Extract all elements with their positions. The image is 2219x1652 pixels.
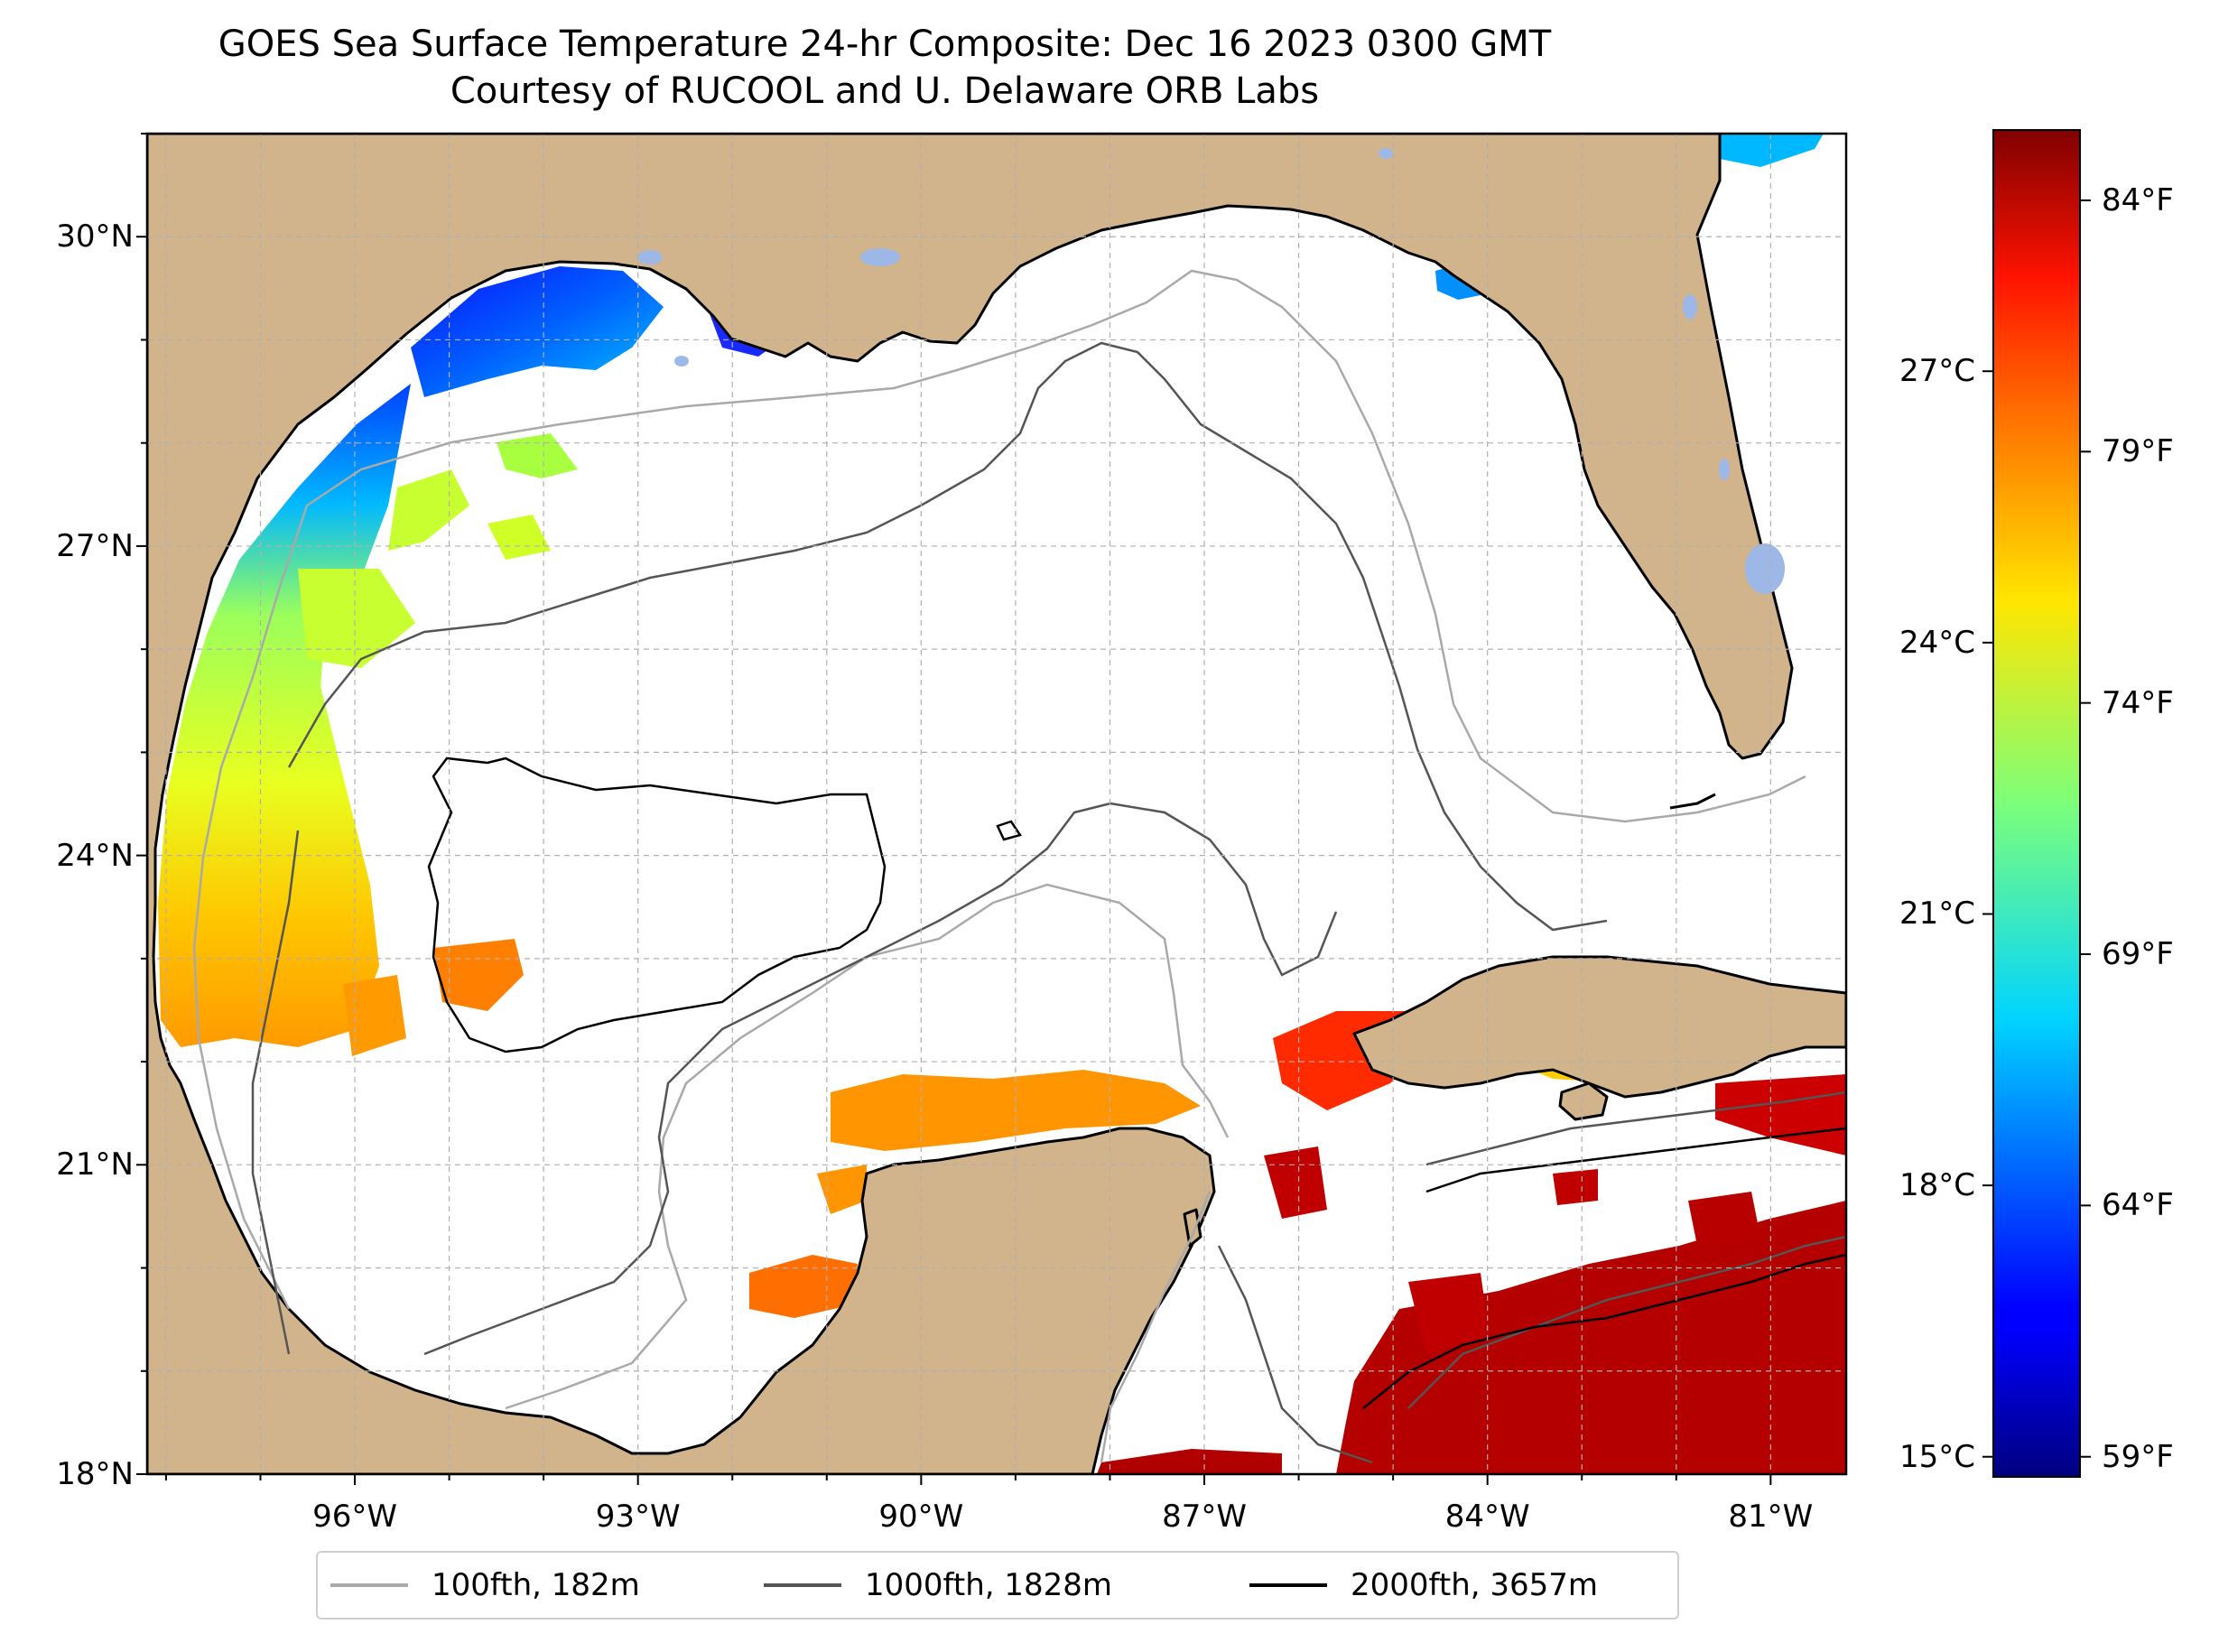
colorbar-ticks [1982,199,2091,1458]
sst-caribbean-1 [1715,1074,1846,1155]
lon-tick-label: 84°W [1444,1499,1530,1535]
land-north-america [147,134,1794,1474]
land-florida-keys [1669,793,1716,810]
legend-item-100fth: 100fth, 182m [330,1553,640,1618]
sst-caribbean-6 [1688,1192,1760,1246]
map-title: GOES Sea Surface Temperature 24-hr Compo… [218,23,1552,65]
sst-caribbean-7 [1553,1169,1598,1205]
colorbar [1992,129,2081,1478]
lat-tick-label: 21°N [56,1146,134,1183]
sst-shelf-2 [388,469,469,551]
colorbar-f-label: 64°F [2102,1187,2174,1224]
colorbar-c-label: 27°C [1899,353,1975,390]
sst-shelf-3 [487,515,551,560]
lakes-layer [637,148,1785,594]
colorbar-c-label: 18°C [1899,1167,1975,1204]
colorbar-f-label: 59°F [2102,1438,2174,1475]
lake-fl-1 [1683,294,1697,320]
sst-campeche-2 [749,1255,858,1318]
colorbar-f-label: 79°F [2102,433,2174,470]
sst-topright-patch [1711,134,1824,167]
lat-tick-label: 18°N [56,1456,134,1492]
bathymetry-2000fth [427,756,1846,1409]
map-subtitle: Courtesy of RUCOOL and U. Delaware ORB L… [450,70,1320,112]
sst-texas-coast [158,384,411,1047]
legend-swatch-1000fth [764,1583,841,1587]
sst-upper-texas [411,266,664,397]
lon-tick-label: 96°W [312,1499,397,1535]
colorbar-f-label: 74°F [2102,684,2174,721]
sst-orange-2 [433,939,524,1011]
legend-label-2000fth: 2000fth, 3657m [1351,1567,1599,1603]
bathymetry-100fth [192,269,1806,1463]
lake-fl-2 [1719,459,1730,480]
map-frame [145,132,1848,1476]
lon-tick-label: 87°W [1162,1499,1247,1535]
sst-shelf-4 [298,569,415,668]
lat-tick-label: 30°N [56,218,134,255]
lat-tick-label: 27°N [56,527,134,564]
legend-label-100fth: 100fth, 182m [432,1567,640,1603]
colorbar-c-label: 24°C [1899,624,1975,661]
sst-caribbean-5 [1408,1273,1490,1354]
lake-al [1379,148,1393,159]
bathymetry-1000fth [251,341,1846,1464]
lon-tick-label: 93°W [595,1499,681,1535]
colorbar-f-label: 69°F [2102,936,2174,972]
sst-shelf-1 [497,433,578,478]
lake-okeechobee [1745,543,1785,594]
legend: 100fth, 182m 1000fth, 1828m 2000fth, 365… [316,1551,1679,1620]
sst-campeche-1 [817,1165,867,1214]
lake-pontchartrain [860,248,900,266]
sst-caribbean-4 [1097,1449,1282,1474]
lake-la-1 [637,250,663,265]
lon-tick-label: 90°W [878,1499,964,1535]
legend-swatch-2000fth [1249,1583,1327,1587]
lat-tick-label: 24°N [56,837,134,874]
land-cozumel [1183,1208,1202,1248]
legend-swatch-100fth [330,1583,408,1587]
land-layer [147,134,1846,1474]
land-cuba [1352,955,1846,1099]
colorbar-f-label: 84°F [2102,181,2174,218]
colorbar-c-label: 21°C [1899,896,1975,933]
legend-item-1000fth: 1000fth, 1828m [764,1553,1112,1618]
lon-tick-label: 81°W [1728,1499,1814,1535]
legend-item-2000fth: 2000fth, 3657m [1249,1553,1598,1618]
land-isla-juventud [1558,1081,1609,1121]
sst-orange-1 [343,975,406,1056]
lake-la-2 [674,356,689,367]
sst-caribbean-3 [1336,1201,1846,1474]
legend-label-1000fth: 1000fth, 1828m [865,1567,1113,1603]
colorbar-c-label: 15°C [1899,1438,1975,1475]
